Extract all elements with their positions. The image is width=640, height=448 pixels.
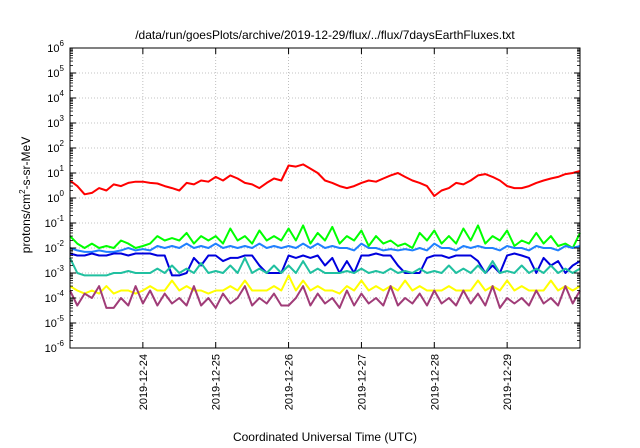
y-tick-label: 103 [47,114,64,130]
y-axis-title: protons/cm2-s-sr-MeV [18,137,33,253]
y-tick-label: 10-3 [45,264,65,280]
series-line-5 [69,256,581,277]
y-tick-label: 10-5 [45,314,65,330]
y-tick-labels: 10-6 10-5 10-4 10-3 10-2 10-1 100 101 102 103 104 1… [45,39,65,355]
x-tick-labels: 2019-12-24 2019-12-25 2019-12-26 2019-12-27… [138,354,514,410]
y-tick-label: 106 [47,39,64,55]
x-tick-label: 2019-12-29 [502,354,514,410]
y-tick-label: 104 [47,89,64,105]
y-tick-label: 10-2 [45,239,65,255]
y-tick-label: 10-1 [45,214,65,230]
x-tick-label: 2019-12-28 [429,354,441,410]
x-tick-label: 2019-12-24 [138,354,150,410]
chart-title: /data/run/goesPlots/archive/2019-12-29/f… [135,28,515,42]
series-line-2 [69,224,581,249]
series-group [69,163,581,309]
y-tick-label: 10-6 [45,339,65,355]
series-line-4 [69,252,581,277]
y-tick-label: 101 [47,164,64,180]
y-tick-label: 100 [47,189,64,205]
axis-ticks [70,47,580,349]
series-line-7 [69,285,581,309]
y-tick-label: 102 [47,139,64,155]
x-axis-title: Coordinated Universal Time (UTC) [233,430,417,444]
x-tick-label: 2019-12-25 [211,354,223,410]
series-line-1 [69,163,581,197]
series-line-3 [69,242,581,253]
x-tick-label: 2019-12-26 [284,354,296,410]
series-line-6 [69,274,581,295]
y-tick-label: 10-4 [45,289,65,305]
x-tick-label: 2019-12-27 [356,354,368,410]
y-tick-label: 105 [47,64,64,80]
